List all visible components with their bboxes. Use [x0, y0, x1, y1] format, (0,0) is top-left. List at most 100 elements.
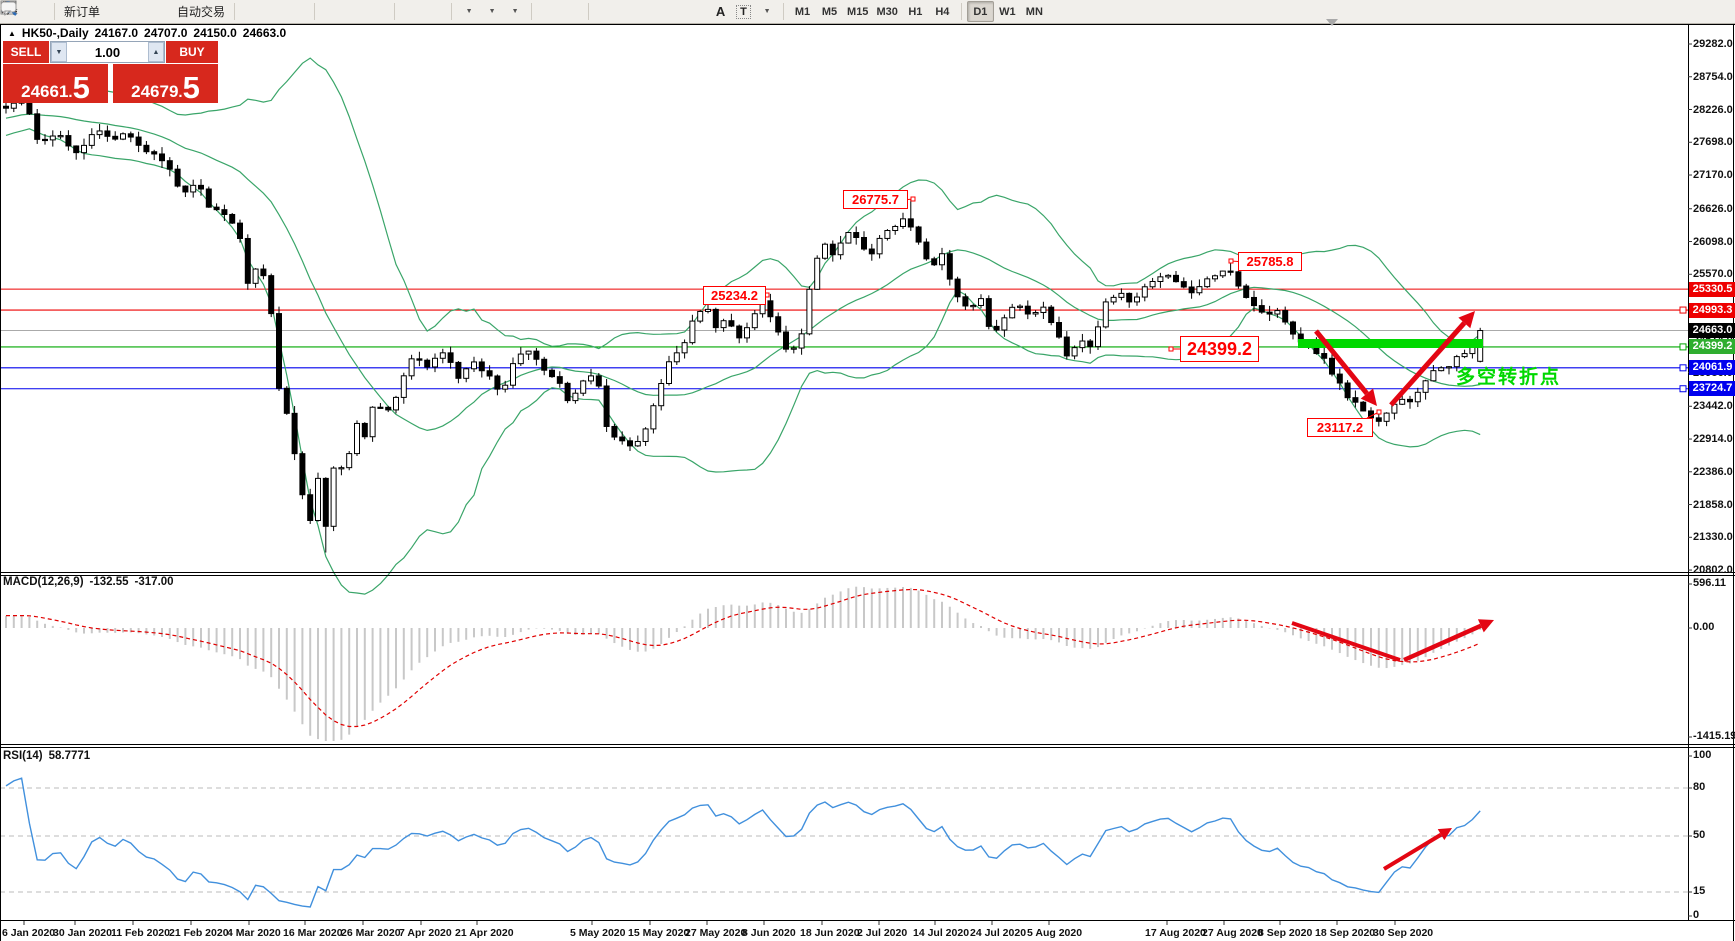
trend-arrow-head: [1477, 619, 1494, 633]
trend-arrow[interactable]: [1389, 321, 1467, 407]
price-axis-tick: 21858.0: [1693, 498, 1733, 511]
arrows-tool-button[interactable]: ▼: [2, 1, 778, 22]
date-axis-label: 27 May 2020: [685, 927, 747, 939]
date-axis-label: 5 Aug 2020: [1027, 927, 1083, 939]
splitter-marker-icon[interactable]: [1326, 19, 1338, 26]
bar-chart-button[interactable]: [2, 1, 263, 22]
date-axis-label: 11 Feb 2020: [111, 927, 170, 939]
price-axis-tick: 26626.0: [1693, 202, 1733, 215]
chart-shift-button[interactable]: [2, 1, 446, 22]
community-button[interactable]: [0, 1, 150, 22]
metaeditor-button[interactable]: [0, 0, 127, 22]
price-axis-tick: 27170.0: [1693, 169, 1733, 182]
trend-arrow[interactable]: [1291, 621, 1401, 662]
timeframe-m5-button[interactable]: M5: [821, 5, 838, 18]
price-axis-tick: 21330.0: [1693, 531, 1733, 544]
sell-button[interactable]: SELL: [3, 41, 49, 63]
new-order-button[interactable]: 新订单: [0, 0, 104, 22]
periods-button[interactable]: ▼: [1, 1, 503, 22]
timeframe-w1-button[interactable]: W1: [999, 5, 1016, 18]
high-value: 24707.0: [144, 26, 188, 40]
bid-big-digit: 5: [72, 69, 90, 105]
rsi-line: [5, 777, 1481, 908]
timeframe-m1-button[interactable]: M1: [794, 5, 811, 18]
timeframe-h4-button[interactable]: H4: [935, 5, 950, 18]
signals-button[interactable]: [1, 1, 173, 22]
indicators-button[interactable]: ▼: [0, 0, 480, 22]
trend-arrow[interactable]: [1314, 329, 1369, 396]
trend-arrow[interactable]: [1403, 623, 1482, 663]
rsi-axis-label: 100: [1693, 749, 1712, 761]
price-callout-label[interactable]: 26775.7: [843, 190, 908, 209]
macd-value: -132.55: [89, 576, 129, 588]
timeframe-h1-button[interactable]: H1: [908, 5, 923, 18]
rsi-axis-label: 50: [1693, 829, 1706, 841]
toolbar-separator: [960, 3, 963, 20]
chat-icon[interactable]: [0, 1, 1732, 22]
price-axis-tick: 25570.0: [1693, 268, 1733, 281]
crosshair-button[interactable]: [1, 1, 583, 22]
macd-signal-value: -317.00: [134, 576, 174, 588]
vertical-line-button[interactable]: [5, 1, 617, 22]
trend-arrow[interactable]: [1382, 832, 1443, 871]
horizontal-line-button[interactable]: [1, 1, 640, 22]
ask-big-digit: 5: [182, 69, 200, 105]
price-callout-label[interactable]: 24399.2: [1180, 336, 1259, 362]
price-callout-label[interactable]: 25785.8: [1238, 252, 1302, 271]
templates-button[interactable]: ▼: [0, 0, 526, 22]
open-value: 24167.0: [94, 26, 139, 40]
dropdown-caret: ▼: [465, 8, 473, 15]
text-label-tool-button[interactable]: T: [732, 1, 755, 22]
level-price-tag[interactable]: 23724.7: [1689, 381, 1735, 397]
text-tool-button[interactable]: A: [709, 1, 732, 22]
level-price-tag[interactable]: 24993.3: [1689, 302, 1735, 318]
price-callout-label[interactable]: 25234.2: [703, 286, 766, 305]
dropdown-caret: ▼: [763, 8, 771, 15]
line-chart-button[interactable]: [0, 1, 309, 22]
timeframe-d1-button[interactable]: D1: [966, 1, 994, 22]
timeframe-mn-button[interactable]: MN: [1025, 5, 1043, 18]
candlestick-button[interactable]: [3, 1, 286, 22]
bollinger-upper-band: [5, 57, 1481, 350]
tile-windows-button[interactable]: [0, 1, 389, 22]
close-value: 24663.0: [242, 26, 287, 40]
zoom-out-button[interactable]: [2, 1, 366, 22]
volume-increase-button[interactable]: ▲: [148, 42, 164, 62]
rsi-value: 58.7771: [48, 750, 91, 762]
dropdown-caret: ▼: [488, 8, 496, 15]
ask-price-button[interactable]: 24679. 5: [113, 64, 218, 103]
support-zone-bar[interactable]: [1298, 339, 1483, 348]
profiles-button[interactable]: [2, 1, 49, 22]
pivot-point-annotation-text[interactable]: 多空转折点: [1456, 367, 1562, 388]
autotrading-button[interactable]: 自动交易: [1, 0, 229, 22]
main-toolbar: 新订单 自动交易 ▼ ▼ ▼ E F A T ▼ M1 M5 M15: [0, 0, 1735, 24]
bid-price-button[interactable]: 24661. 5: [3, 64, 108, 103]
current-price-tag[interactable]: 24663.0: [1689, 323, 1735, 339]
autoscroll-button[interactable]: [1, 1, 423, 22]
search-icon[interactable]: [2, 1, 1709, 22]
buy-button[interactable]: BUY: [166, 41, 218, 63]
volume-value[interactable]: 1.00: [94, 44, 121, 60]
price-axis-tick: 27698.0: [1693, 136, 1733, 149]
zoom-in-button[interactable]: [2, 1, 343, 22]
level-price-tag[interactable]: 25330.5: [1689, 281, 1735, 297]
level-price-tag[interactable]: 24061.9: [1689, 360, 1735, 376]
rsi-axis-label: 80: [1693, 781, 1706, 793]
date-axis-label: 17 Aug 2020: [1145, 927, 1206, 939]
date-axis-label: 15 May 2020: [628, 927, 690, 939]
price-callout-label[interactable]: 23117.2: [1307, 418, 1373, 437]
timeframe-m30-button[interactable]: M30: [876, 5, 898, 18]
cursor-button[interactable]: [3, 1, 560, 22]
price-axis-tick: 28226.0: [1693, 103, 1733, 116]
fibonacci-button[interactable]: F: [1, 1, 709, 22]
dropdown-caret: ▼: [511, 8, 519, 15]
volume-decrease-button[interactable]: ▼: [51, 42, 67, 62]
level-price-tag[interactable]: 24399.2: [1689, 339, 1735, 355]
equidistant-channel-button[interactable]: E: [0, 1, 686, 22]
price-axis-tick: 23442.0: [1693, 400, 1733, 413]
timeframe-m15-button[interactable]: M15: [847, 5, 869, 18]
trendline-button[interactable]: [1, 1, 663, 22]
date-axis-label: 30 Sep 2020: [1373, 927, 1434, 939]
